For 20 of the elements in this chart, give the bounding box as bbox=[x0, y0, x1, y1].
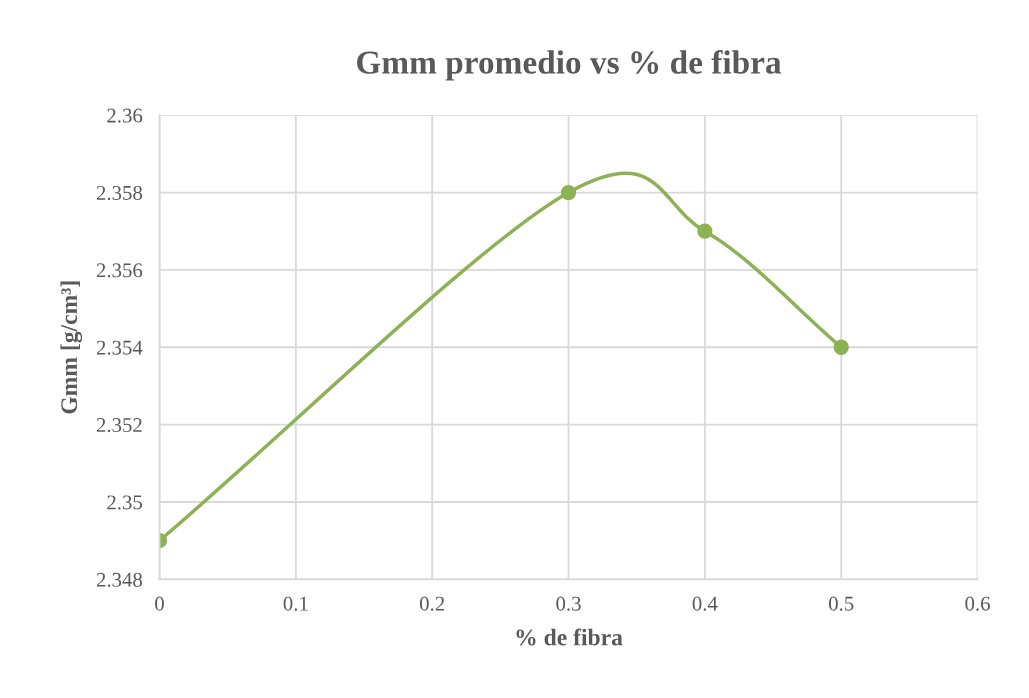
point bbox=[697, 223, 713, 239]
point bbox=[560, 184, 577, 201]
y-tick-label: 2.354 bbox=[96, 340, 143, 355]
x-tick-label: 0.6 bbox=[965, 596, 990, 611]
y-tick-label: 2.35 bbox=[107, 495, 143, 510]
x-tick-label: 0.4 bbox=[692, 596, 718, 611]
y-tick-label: 2.356 bbox=[96, 263, 143, 278]
y-axis-title: Gmm [g/cm³] bbox=[60, 281, 83, 414]
y-tick-label: 2.352 bbox=[96, 418, 142, 433]
x-tick-label: 0.1 bbox=[283, 596, 308, 611]
x-tick-label: 0.3 bbox=[556, 596, 581, 611]
x-tick-label: 0 bbox=[155, 596, 164, 611]
y-tick-label: 2.358 bbox=[96, 185, 143, 201]
chart-title: Gmm promedio vs % de fibra bbox=[357, 50, 782, 81]
y-tick-label: 2.36 bbox=[107, 108, 143, 123]
x-tick-label: 0.2 bbox=[419, 596, 445, 611]
x-axis-title: % de fibra bbox=[516, 628, 623, 646]
point bbox=[833, 339, 849, 355]
y-tick-label: 2.348 bbox=[96, 572, 143, 587]
x-tick-label: 0.5 bbox=[828, 596, 854, 611]
